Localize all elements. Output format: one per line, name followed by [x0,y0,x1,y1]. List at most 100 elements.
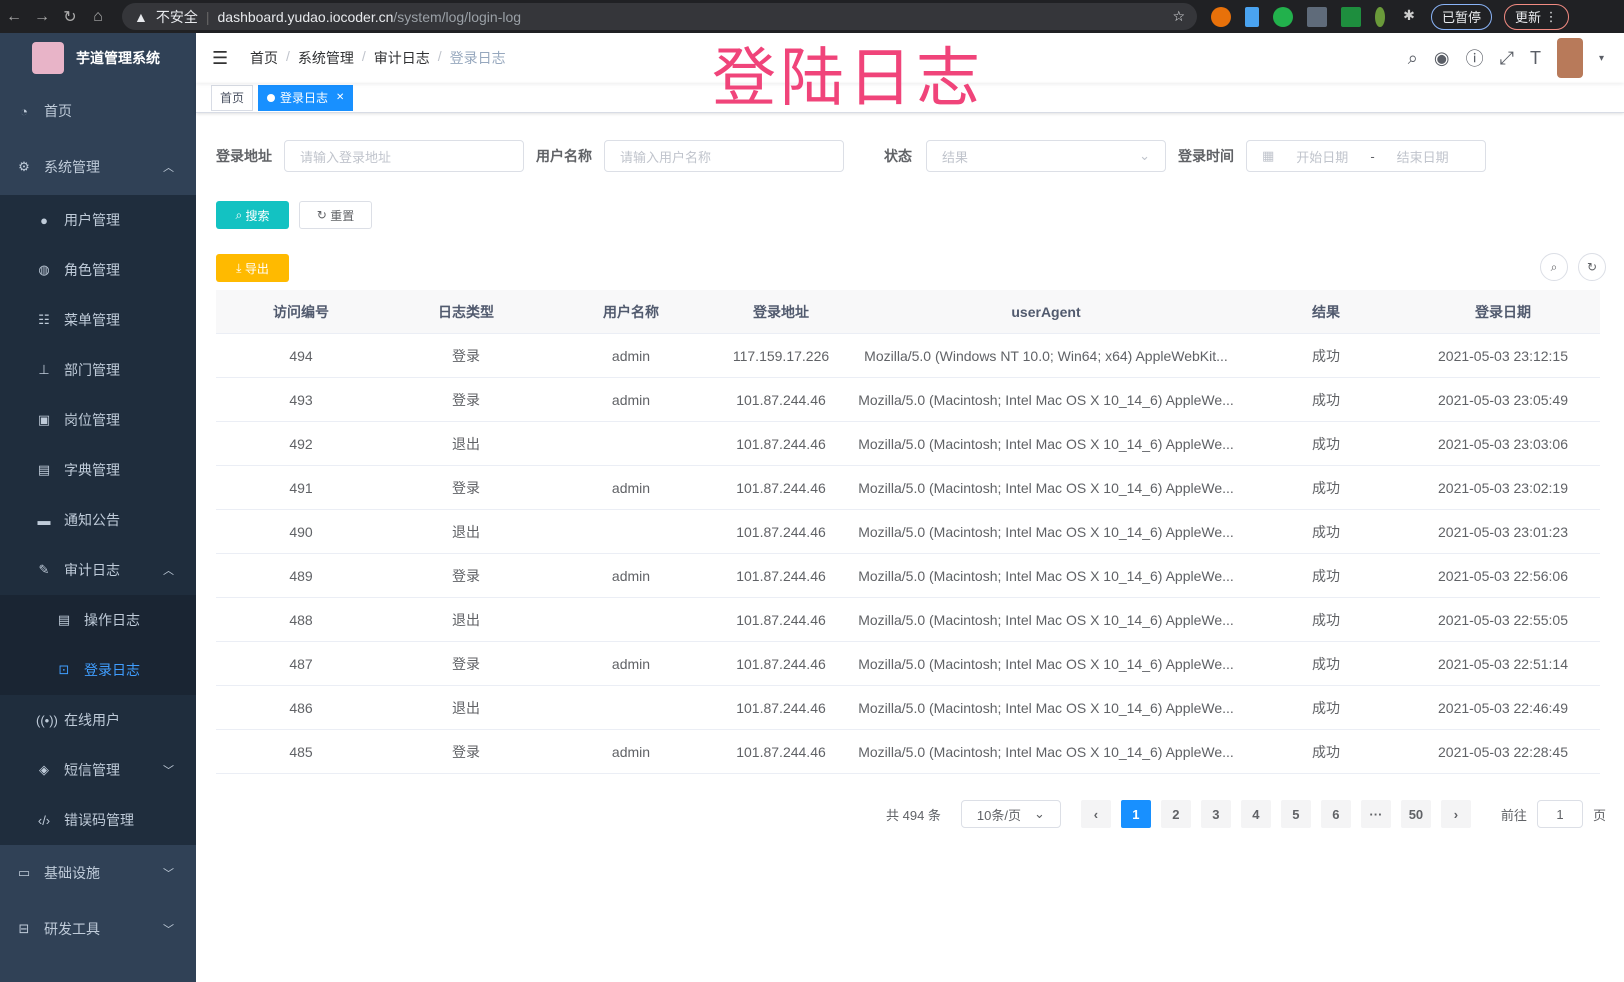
sidebar-item-tool[interactable]: ⊟ 研发工具 ﹀ [0,901,196,957]
back-icon[interactable]: ← [6,7,22,25]
next-page-button[interactable]: › [1440,800,1471,828]
page-button[interactable]: ··· [1360,800,1391,828]
extension-icon[interactable] [1375,6,1385,27]
sidebar: 芋道管理系统 ◔ 首页 ⚙ 系统管理 ︿ ● 用户管理 ◍ 角色管理 ☷ 菜单管理 ⊥ 部门管… [0,33,196,982]
tag-home[interactable]: 首页 [211,84,254,111]
search-icon[interactable]: ⌕ [1407,47,1418,68]
refresh-button[interactable]: ↻ [1578,253,1606,281]
home-icon[interactable]: ⌂ [93,7,103,25]
column-header: 登录日期 [1475,303,1531,320]
close-icon[interactable]: ✕ [336,92,345,103]
table-cell: 487 [289,655,313,672]
breadcrumb-item[interactable]: 首页 [250,50,278,66]
sidebar-item-dict[interactable]: ▤ 字典管理 [0,445,196,495]
table-cell: 成功 [1312,523,1340,540]
date-range-picker[interactable]: ▦ 开始日期 - 结束日期 [1246,140,1486,172]
table-cell: 101.87.244.46 [736,655,826,672]
sidebar-item-audit[interactable]: ✎ 审计日志 ︿ [0,545,196,595]
sidebar-item-operate-log[interactable]: ▤ 操作日志 [0,595,196,645]
time-label: 登录时间 [1178,148,1234,164]
export-button[interactable]: ⤓ 导出 [216,254,289,282]
page-size-select[interactable]: 10条/页 ⌄ [960,800,1061,828]
column-header: userAgent [1011,303,1081,320]
table-cell: Mozilla/5.0 (Macintosh; Intel Mac OS X 1… [858,479,1234,496]
fullscreen-icon[interactable]: ⤢ [1499,47,1514,68]
sidebar-item-online[interactable]: ((•)) 在线用户 [0,695,196,745]
table-cell: 成功 [1312,655,1340,672]
tag-login-log[interactable]: 登录日志 ✕ [258,84,354,111]
search-button[interactable]: ⌕ 搜索 [216,201,289,229]
page-button[interactable]: 6 [1320,800,1351,828]
address-bar[interactable]: ▲ 不安全 | dashboard.yudao.iocoder.cn/syste… [122,3,1197,30]
extension-icon[interactable] [1341,6,1361,27]
shield-icon: ◈ [39,762,49,777]
sidebar-logo[interactable]: 芋道管理系统 [0,33,196,83]
hamburger-icon[interactable]: ☰ [212,47,229,68]
bookmark-star-icon[interactable]: ☆ [1172,8,1185,24]
extension-icon[interactable] [1245,6,1259,27]
security-label: 不安全 [155,8,198,25]
table-cell: 117.159.17.226 [732,347,830,364]
forward-icon[interactable]: → [34,7,50,25]
extension-icon[interactable] [1273,6,1293,27]
page-button[interactable]: 2 [1160,800,1191,828]
font-size-icon[interactable]: T [1529,47,1541,68]
chevron-up-icon: ︿ [163,565,174,577]
table-cell: 485 [289,743,313,760]
avatar[interactable] [1556,38,1583,78]
sidebar-item-login-log[interactable]: ⊡ 登录日志 [0,645,196,695]
reload-icon[interactable]: ↻ [63,8,77,26]
column-header: 日志类型 [438,303,494,320]
table-cell: 登录 [452,479,480,496]
form-icon: ▤ [57,612,71,627]
table-cell: 493 [289,391,313,408]
menu-label: 短信管理 [64,762,120,778]
help-icon[interactable]: ⓘ [1465,49,1484,69]
sidebar-item-system[interactable]: ⚙ 系统管理 ︿ [0,139,196,195]
page-button[interactable]: 5 [1280,800,1311,828]
menu-label: 字典管理 [64,462,120,478]
update-label: 更新 [1515,10,1542,25]
status-label: 状态 [884,148,912,164]
dashboard-icon: ◔ [20,103,28,119]
table-cell: Mozilla/5.0 (Macintosh; Intel Mac OS X 1… [858,523,1234,540]
start-date[interactable]: 开始日期 [1296,149,1349,165]
extension-icon[interactable] [1307,6,1327,27]
page-button[interactable]: 4 [1240,800,1271,828]
sidebar-item-role[interactable]: ◍ 角色管理 [0,245,196,295]
toggle-search-button[interactable]: ⌕ [1540,253,1568,281]
table-row: 494 登录 admin 117.159.17.226 Mozilla/5.0 (Win… [216,334,1600,378]
profile-button[interactable]: 已暂停 [1431,3,1493,30]
login-log-table: 访问编号 日志类型 用户名称 登录地址 userAgent 结果 登录日期 49… [216,290,1600,774]
pagination: 共 494 条 10条/页 ⌄ ‹ 1 2 3 4 5 6 ··· 50 › 前往 1 页 [886,800,1606,828]
sidebar-item-post[interactable]: ▣ 岗位管理 [0,395,196,445]
table-row: 492 退出 101.87.244.46 Mozilla/5.0 (Macintosh… [216,422,1600,466]
reset-button[interactable]: ↻ 重置 [299,201,372,229]
sidebar-item-sms[interactable]: ◈ 短信管理 ﹀ [0,745,196,795]
prev-page-button[interactable]: ‹ [1080,800,1111,828]
extension-icon[interactable] [1211,6,1231,27]
caret-down-icon[interactable]: ▾ [1598,52,1604,64]
page-button[interactable]: 1 [1120,800,1151,828]
github-icon[interactable]: ◉ [1433,47,1450,68]
sidebar-item-infra[interactable]: ▭ 基础设施 ﹀ [0,845,196,901]
sidebar-item-home[interactable]: ◔ 首页 [0,83,196,139]
login-address-input[interactable]: 请输入登录地址 [284,140,524,172]
username-input[interactable]: 请输入用户名称 [604,140,844,172]
page-button[interactable]: 50 [1400,800,1431,828]
sidebar-item-notice[interactable]: ▬ 通知公告 [0,495,196,545]
tool-icon: ⊟ [18,921,30,936]
sidebar-item-user[interactable]: ● 用户管理 [0,195,196,245]
update-button[interactable]: 更新 ⋮ [1504,3,1569,30]
post-icon: ▣ [37,412,51,427]
goto-page-input[interactable]: 1 [1536,800,1583,828]
sidebar-item-menu[interactable]: ☷ 菜单管理 [0,295,196,345]
user-label: 用户名称 [536,148,592,164]
end-date[interactable]: 结束日期 [1396,149,1449,165]
placeholder: 请输入登录地址 [300,149,392,165]
sidebar-item-error-code[interactable]: ‹/› 错误码管理 [0,795,196,845]
status-select[interactable]: 结果 ⌄ [926,140,1166,172]
sidebar-item-dept[interactable]: ⊥ 部门管理 [0,345,196,395]
puzzle-icon[interactable]: ✱ [1403,6,1415,23]
page-button[interactable]: 3 [1200,800,1231,828]
